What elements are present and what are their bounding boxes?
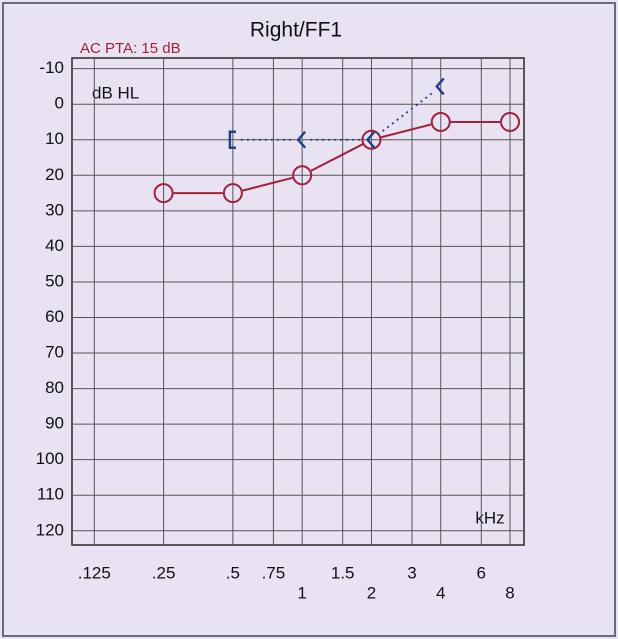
chart-title: Right/FF1: [250, 19, 342, 42]
x-tick-label: 8: [505, 583, 514, 602]
ac-marker: [361, 129, 382, 150]
y-tick-label: 10: [45, 129, 64, 148]
y-tick-label: 20: [45, 165, 64, 184]
x-tick-label: 1: [297, 583, 306, 602]
ac-marker: [153, 183, 174, 204]
y-tick-label: 60: [45, 307, 64, 326]
x-tick-label: 3: [407, 563, 416, 582]
x-tick-label: 2: [367, 583, 376, 602]
connector: [380, 123, 432, 139]
x-tick-label: .75: [262, 563, 286, 582]
y-axis-label: dB HL: [92, 83, 139, 102]
plot-area: [71, 57, 525, 546]
x-tick-label: 6: [477, 563, 486, 582]
x-axis-label: kHz: [475, 508, 504, 527]
bc-marker: [435, 77, 445, 96]
ac-marker: [430, 111, 451, 132]
x-tick-label: 4: [436, 583, 445, 602]
y-tick-label: 30: [45, 200, 64, 219]
y-tick-label: 70: [45, 343, 64, 362]
ac-marker: [500, 111, 521, 132]
y-tick-label: 50: [45, 271, 64, 290]
connector: [242, 176, 293, 192]
y-tick-label: 100: [36, 449, 64, 468]
y-tick-label: -10: [39, 58, 64, 77]
pta-label: AC PTA: 15 dB: [80, 40, 181, 57]
y-tick-label: 110: [37, 485, 64, 504]
y-tick-label: 90: [45, 414, 64, 433]
bc-marker: [365, 130, 376, 149]
x-tick-label: .25: [152, 563, 176, 582]
y-tick-label: 40: [45, 236, 64, 255]
x-tick-label: 1.5: [331, 563, 355, 582]
bc-marker: [228, 130, 236, 149]
y-tick-label: 0: [55, 94, 64, 113]
bc-marker: [296, 130, 307, 149]
connector: [310, 143, 364, 172]
y-tick-label: 120: [36, 520, 64, 539]
ac-marker: [222, 183, 243, 204]
x-tick-label: .5: [226, 563, 240, 582]
ac-marker: [292, 165, 313, 186]
y-tick-label: 80: [45, 378, 64, 397]
x-tick-label: .125: [78, 563, 111, 582]
